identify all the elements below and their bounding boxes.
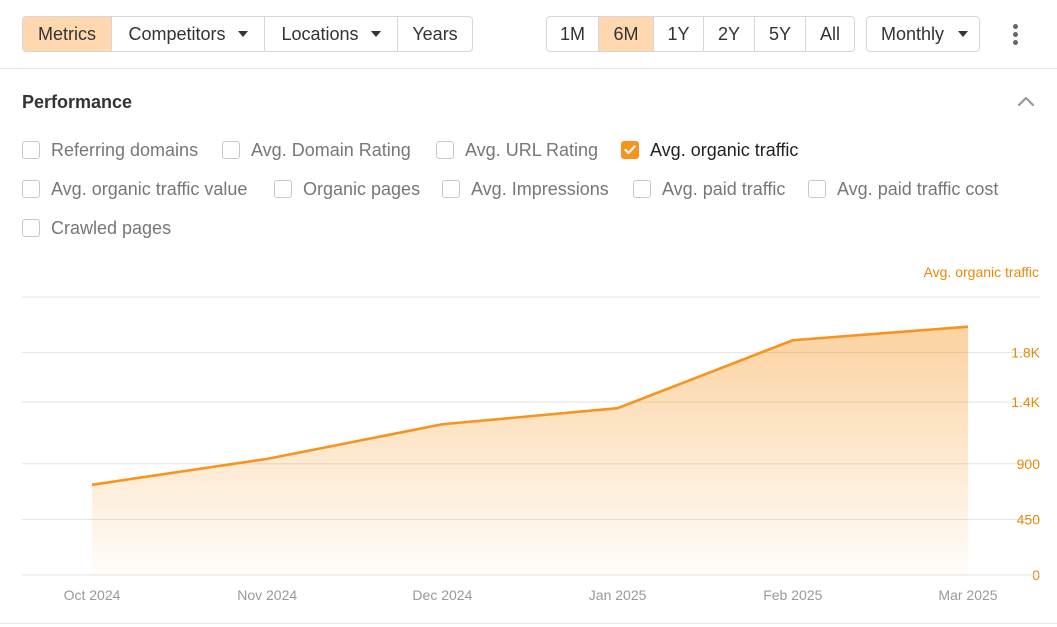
x-tick-label: Oct 2024 — [64, 587, 121, 603]
data-point[interactable] — [790, 337, 796, 343]
x-tick-label: Mar 2025 — [938, 587, 997, 603]
metric-checkbox[interactable]: Avg. Impressions — [442, 177, 609, 201]
metric-label: Avg. URL Rating — [465, 139, 599, 160]
metric-checkbox[interactable]: Referring domains — [22, 138, 198, 162]
tab-label: Locations — [281, 23, 359, 44]
interval-dropdown[interactable]: Monthly — [866, 16, 980, 52]
series-area — [92, 326, 968, 575]
range-1m-button[interactable]: 1M — [547, 17, 599, 51]
checkbox-icon[interactable] — [436, 141, 454, 159]
checkbox-icon[interactable] — [808, 180, 826, 198]
metric-label: Avg. Impressions — [471, 178, 609, 199]
y-tick-label: 900 — [1017, 456, 1041, 472]
data-point[interactable] — [264, 456, 270, 462]
metric-label: Avg. paid traffic cost — [837, 178, 999, 199]
x-tick-label: Nov 2024 — [237, 587, 297, 603]
metric-checkbox[interactable]: Avg. organic traffic value — [22, 177, 247, 201]
tab-competitors[interactable]: Competitors — [112, 17, 265, 51]
tab-locations[interactable]: Locations — [265, 17, 398, 51]
y-tick-label: 450 — [1017, 511, 1041, 527]
series-line — [91, 325, 969, 487]
metric-label: Avg. organic traffic — [650, 139, 799, 160]
checkbox-icon[interactable] — [222, 141, 240, 159]
metric-checkbox[interactable]: Avg. URL Rating — [436, 138, 598, 162]
section-title: Performance — [22, 92, 133, 112]
checkbox-icon[interactable] — [274, 180, 292, 198]
tab-label: Metrics — [38, 23, 96, 44]
range-6m-button[interactable]: 6M — [599, 17, 654, 51]
metric-checkbox[interactable]: Avg. paid traffic — [633, 177, 785, 201]
data-point[interactable] — [89, 482, 95, 488]
metric-checkbox[interactable]: Avg. organic traffic — [621, 138, 798, 162]
metric-label: Avg. paid traffic — [662, 178, 786, 199]
data-point[interactable] — [439, 421, 445, 427]
interval-label: Monthly — [881, 23, 945, 44]
range-2y-button[interactable]: 2Y — [704, 17, 755, 51]
metric-checkbox[interactable]: Crawled pages — [22, 216, 171, 240]
range-selector: 1M 6M 1Y 2Y 5Y All — [546, 16, 855, 52]
range-1y-button[interactable]: 1Y — [654, 17, 704, 51]
metric-checkbox[interactable]: Organic pages — [274, 177, 420, 201]
checkbox-icon[interactable] — [22, 180, 40, 198]
data-point[interactable] — [965, 324, 971, 330]
x-tick-label: Dec 2024 — [412, 587, 472, 603]
tab-metrics[interactable]: Metrics — [23, 17, 112, 51]
toolbar: Metrics Competitors Locations Years 1M 6M 1Y 2… — [0, 0, 1057, 69]
y-tick-label: 1.4K — [1011, 394, 1040, 410]
tab-label: Competitors — [128, 23, 226, 44]
metric-label: Crawled pages — [51, 217, 172, 238]
view-tabs: Metrics Competitors Locations Years — [22, 16, 473, 52]
metric-label: Referring domains — [51, 139, 199, 160]
range-5y-button[interactable]: 5Y — [755, 17, 806, 51]
checkbox-icon[interactable] — [633, 180, 651, 198]
checkbox-checked-icon[interactable] — [621, 141, 639, 159]
metric-label: Avg. organic traffic value — [51, 178, 248, 199]
chevron-down-icon — [370, 31, 381, 37]
chevron-down-icon — [958, 31, 969, 37]
data-point[interactable] — [615, 405, 621, 411]
tab-years[interactable]: Years — [398, 17, 472, 51]
kebab-menu-icon[interactable] — [1005, 21, 1025, 47]
tab-label: Years — [412, 23, 458, 44]
chevron-down-icon — [237, 31, 248, 37]
metric-label: Avg. Domain Rating — [251, 139, 411, 160]
chevron-up-icon[interactable] — [1016, 93, 1036, 109]
range-all-button[interactable]: All — [819, 23, 840, 44]
checkbox-icon[interactable] — [442, 180, 460, 198]
checkbox-icon[interactable] — [22, 141, 40, 159]
divider — [0, 623, 1057, 624]
metric-checkbox[interactable]: Avg. paid traffic cost — [808, 177, 998, 201]
series-axis-title: Avg. organic traffic — [923, 264, 1039, 280]
x-tick-label: Feb 2025 — [763, 587, 822, 603]
x-tick-label: Jan 2025 — [589, 587, 647, 603]
checkbox-icon[interactable] — [22, 219, 40, 237]
metric-checkbox[interactable]: Avg. Domain Rating — [222, 138, 411, 162]
metric-label: Organic pages — [303, 178, 421, 199]
y-tick-label: 1.8K — [1011, 345, 1040, 361]
